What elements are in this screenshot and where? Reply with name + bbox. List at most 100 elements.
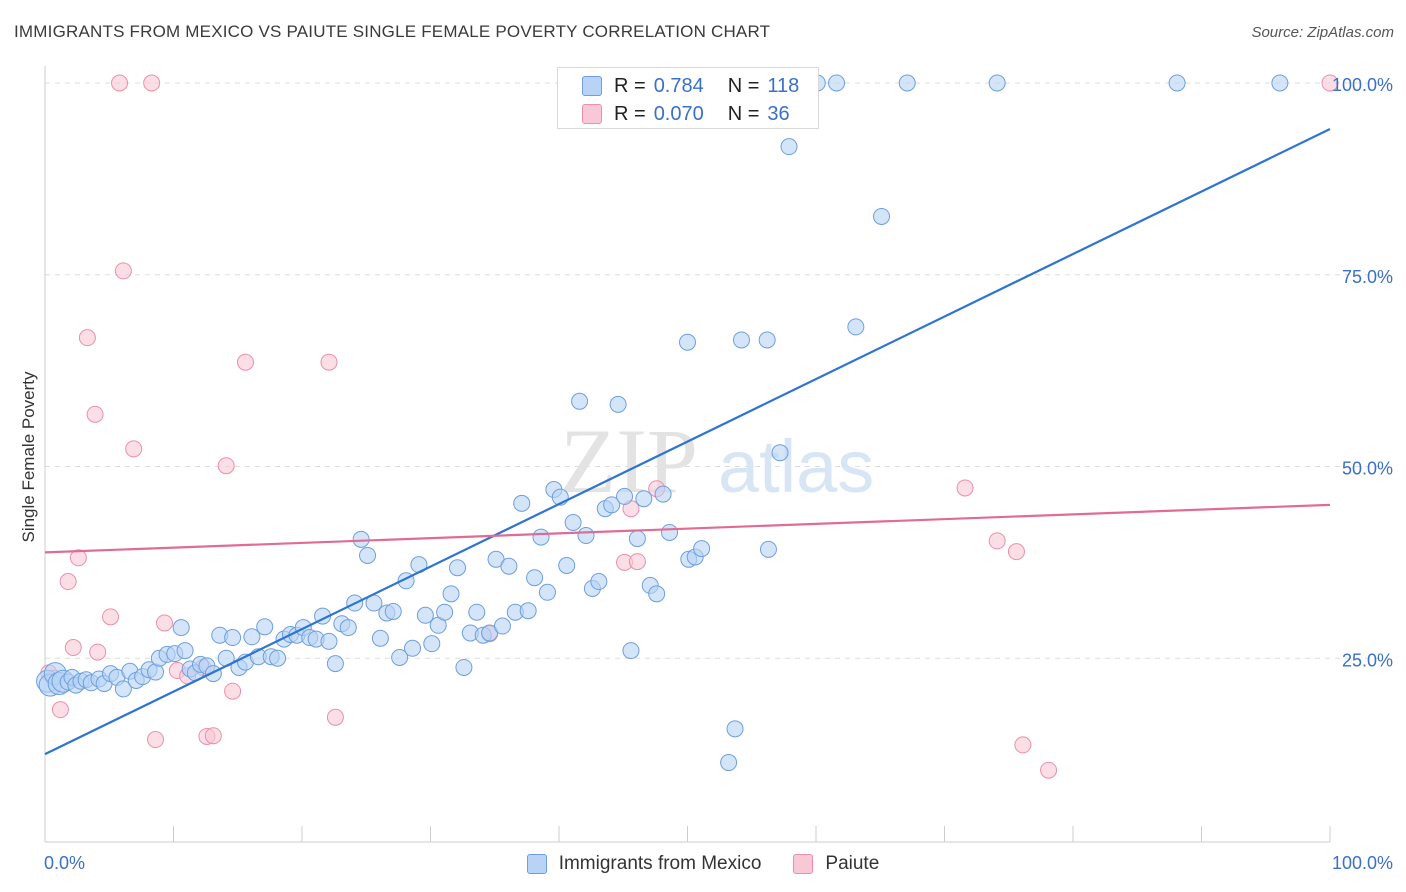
data-point bbox=[326, 655, 344, 673]
legend-label: Paiute bbox=[825, 853, 880, 874]
data-point bbox=[956, 479, 974, 497]
data-point bbox=[693, 540, 711, 558]
data-point bbox=[1271, 74, 1289, 92]
data-point bbox=[1321, 74, 1339, 92]
data-point bbox=[771, 444, 789, 462]
chart-title: IMMIGRANTS FROM MEXICO VS PAIUTE SINGLE … bbox=[14, 22, 771, 41]
data-point bbox=[78, 329, 96, 347]
data-point bbox=[532, 528, 550, 546]
paiute-swatch bbox=[582, 104, 602, 124]
data-point bbox=[352, 530, 370, 548]
data-point bbox=[1168, 74, 1186, 92]
stats-legend: R = 0.784 N = 118 R = 0.070 N = 36 bbox=[557, 67, 819, 129]
y-tick-label: 50.0% bbox=[1342, 459, 1393, 479]
data-point bbox=[1007, 543, 1025, 561]
data-point bbox=[526, 569, 544, 587]
data-point bbox=[256, 618, 274, 636]
data-point bbox=[269, 649, 287, 667]
data-point bbox=[558, 556, 576, 574]
data-point bbox=[143, 74, 161, 92]
data-point bbox=[51, 701, 69, 719]
data-point bbox=[243, 628, 261, 646]
chart-source: Source: ZipAtlas.com bbox=[1251, 24, 1394, 41]
trendline-paiute bbox=[44, 503, 1331, 554]
r-label: R = bbox=[614, 102, 646, 125]
n-value: 118 bbox=[767, 74, 800, 97]
data-point bbox=[468, 603, 486, 621]
axes bbox=[44, 66, 1331, 843]
gridlines bbox=[45, 82, 1392, 659]
data-point bbox=[628, 530, 646, 548]
data-point bbox=[442, 585, 460, 603]
data-point bbox=[224, 682, 242, 700]
mexico-points bbox=[36, 74, 1289, 772]
data-point bbox=[564, 513, 582, 531]
data-point bbox=[204, 727, 222, 745]
stats-legend-row-paiute: R = 0.070 N = 36 bbox=[582, 100, 790, 128]
r-label: R = bbox=[614, 74, 646, 97]
data-point bbox=[609, 395, 627, 413]
mexico-swatch bbox=[582, 76, 602, 96]
watermark: ZIP atlas bbox=[560, 410, 874, 512]
paiute-swatch bbox=[793, 854, 814, 874]
legend-item-mexico[interactable]: Immigrants from Mexico bbox=[526, 853, 761, 875]
data-point bbox=[114, 680, 132, 698]
data-point bbox=[654, 485, 672, 503]
data-point bbox=[622, 642, 640, 660]
data-point bbox=[359, 546, 377, 564]
legend-item-paiute[interactable]: Paiute bbox=[793, 853, 879, 875]
data-point bbox=[493, 617, 511, 635]
data-point bbox=[114, 262, 132, 280]
data-point bbox=[759, 540, 777, 558]
data-point bbox=[423, 635, 441, 653]
data-point bbox=[828, 74, 846, 92]
stats-legend-row-mexico: R = 0.784 N = 118 bbox=[582, 72, 799, 100]
data-point bbox=[513, 494, 531, 512]
data-point bbox=[571, 392, 589, 410]
data-point bbox=[616, 487, 634, 505]
x-tick-label: 100.0% bbox=[1332, 853, 1393, 873]
data-point bbox=[404, 639, 422, 657]
data-point bbox=[732, 331, 750, 349]
data-point bbox=[648, 585, 666, 603]
data-point bbox=[661, 523, 679, 541]
data-point bbox=[217, 457, 235, 475]
data-point bbox=[577, 527, 595, 545]
data-point bbox=[603, 496, 621, 514]
data-point bbox=[111, 74, 129, 92]
data-point bbox=[339, 619, 357, 637]
data-point bbox=[86, 405, 104, 423]
data-point bbox=[156, 614, 174, 632]
n-label: N = bbox=[727, 74, 760, 97]
data-point bbox=[89, 643, 107, 661]
data-point bbox=[590, 573, 608, 591]
data-point bbox=[988, 532, 1006, 550]
data-point bbox=[500, 557, 518, 575]
data-point bbox=[102, 608, 120, 626]
trendline-mexico bbox=[44, 128, 1331, 756]
data-point bbox=[147, 731, 165, 749]
data-point bbox=[519, 602, 537, 620]
y-tick-label: 100.0% bbox=[1332, 75, 1393, 95]
data-point bbox=[988, 74, 1006, 92]
data-point bbox=[455, 658, 473, 676]
data-point bbox=[384, 602, 402, 620]
r-value: 0.070 bbox=[653, 102, 704, 125]
data-point bbox=[125, 440, 143, 458]
data-point bbox=[538, 583, 556, 601]
data-point bbox=[873, 207, 891, 225]
data-point bbox=[1040, 761, 1058, 779]
data-point bbox=[898, 74, 916, 92]
data-point bbox=[758, 331, 776, 349]
data-point bbox=[726, 720, 744, 738]
n-value: 36 bbox=[767, 102, 790, 125]
trendlines bbox=[44, 128, 1331, 756]
tick-labels: 25.0% 50.0% 75.0% 100.0% 0.0% 100.0% bbox=[44, 75, 1393, 873]
data-point bbox=[720, 754, 738, 772]
data-point bbox=[176, 642, 194, 660]
data-point bbox=[436, 603, 454, 621]
data-point bbox=[204, 665, 222, 683]
x-tick-label: 0.0% bbox=[44, 853, 85, 873]
data-point bbox=[679, 333, 696, 351]
